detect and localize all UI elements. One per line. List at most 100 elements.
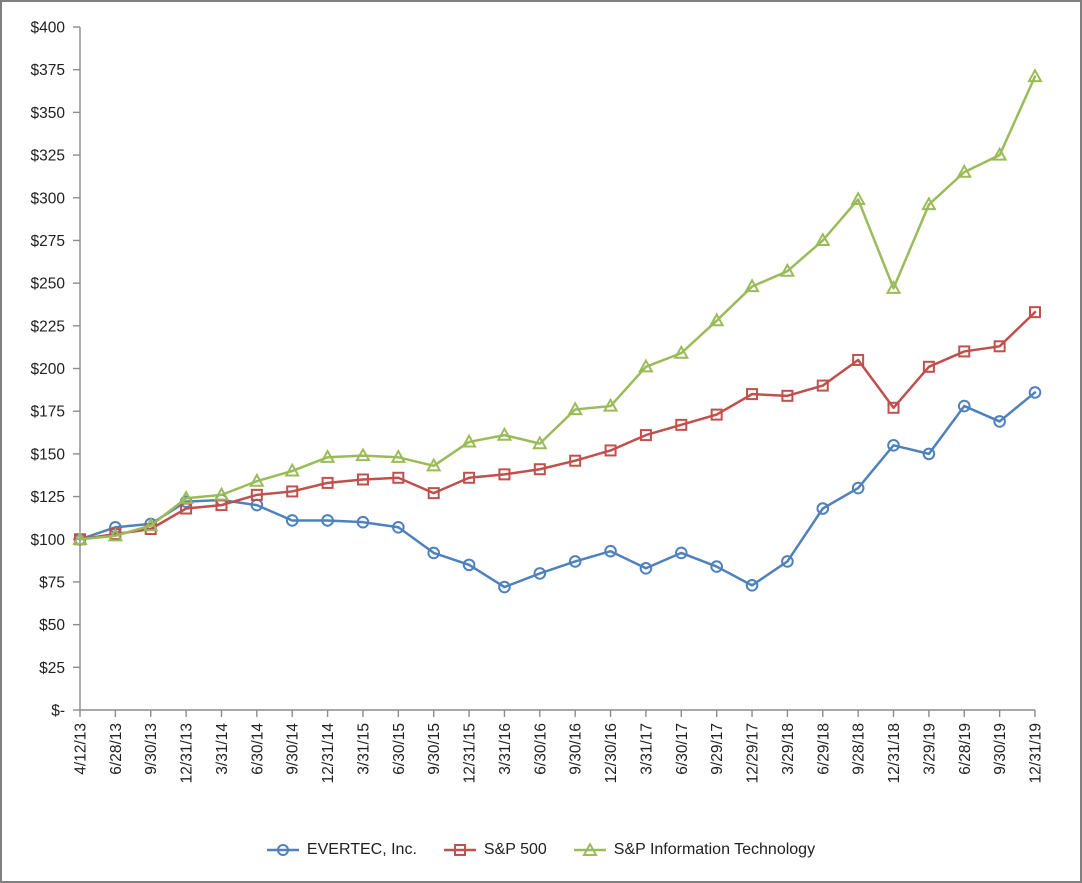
- data-point-marker: [107, 527, 124, 542]
- data-point-marker: [319, 449, 336, 463]
- data-point-marker: [1028, 386, 1042, 399]
- data-point-marker: [213, 486, 230, 501]
- legend-label-evertec: EVERTEC, Inc.: [306, 841, 417, 858]
- data-point-marker: [1029, 306, 1041, 319]
- data-point-marker: [710, 560, 723, 573]
- data-point-marker: [850, 191, 866, 206]
- data-point-marker: [745, 579, 759, 592]
- data-point-marker: [427, 546, 441, 560]
- data-point-marker: [321, 476, 334, 489]
- y-axis-label: $225: [31, 318, 65, 335]
- x-axis-label: 3/29/19: [921, 723, 938, 775]
- data-point-marker: [710, 408, 723, 421]
- y-axis-label: $350: [31, 105, 66, 122]
- data-point-marker: [356, 515, 370, 529]
- data-point-marker: [533, 567, 547, 580]
- data-point-marker: [426, 457, 442, 472]
- legend-item-sp-it: S&P Information Technology: [573, 841, 816, 859]
- x-axis-label: 12/30/16: [603, 723, 620, 783]
- x-axis-label: 3/31/17: [638, 723, 655, 775]
- x-axis-label: 9/30/14: [285, 723, 302, 775]
- y-axis-label: $250: [31, 276, 66, 293]
- x-axis-label: 9/28/18: [851, 723, 868, 775]
- y-axis-label: $300: [31, 190, 66, 207]
- data-point-marker: [815, 232, 831, 247]
- legend-label-sp-it: S&P Information Technology: [613, 841, 816, 858]
- x-axis-label: 12/31/14: [320, 723, 337, 784]
- x-axis-label: 12/29/17: [745, 723, 762, 783]
- x-axis-label: 9/30/16: [568, 723, 585, 775]
- data-point-marker: [922, 447, 936, 461]
- data-point-marker: [639, 429, 652, 442]
- y-axis-label: $400: [31, 20, 66, 37]
- data-point-marker: [461, 433, 477, 448]
- data-point-marker: [392, 471, 405, 484]
- x-axis-label: 9/29/17: [709, 723, 726, 775]
- data-point-marker: [781, 555, 794, 568]
- data-point-marker: [779, 262, 796, 277]
- data-point-marker: [922, 360, 935, 373]
- data-point-marker: [533, 463, 546, 476]
- y-axis-label: $175: [31, 404, 65, 421]
- sp500-series-marker-icon: [443, 844, 476, 856]
- y-axis-label: $325: [31, 148, 65, 165]
- data-point-marker: [675, 418, 688, 431]
- y-axis-label: $375: [31, 62, 65, 79]
- data-point-marker: [993, 415, 1006, 428]
- x-axis-label: 6/30/15: [391, 723, 408, 775]
- data-point-marker: [708, 312, 725, 327]
- y-axis-label: $50: [39, 617, 65, 634]
- data-point-marker: [887, 401, 900, 414]
- series-line-1: [78, 310, 1037, 541]
- x-axis-label: 6/30/16: [532, 723, 549, 775]
- x-axis-label: 4/12/13: [73, 723, 90, 775]
- data-point-marker: [356, 473, 369, 486]
- data-point-marker: [462, 558, 476, 572]
- x-axis-label: 3/31/15: [355, 723, 372, 775]
- data-point-marker: [427, 487, 440, 500]
- data-point-marker: [958, 345, 971, 358]
- data-point-marker: [816, 379, 829, 392]
- sp-it-series-marker-icon: [573, 843, 606, 856]
- data-point-marker: [887, 439, 900, 452]
- data-point-marker: [355, 447, 371, 462]
- data-point-marker: [921, 196, 937, 211]
- data-point-marker: [286, 485, 299, 498]
- y-axis-label: $100: [31, 532, 66, 549]
- x-axis-label: 6/30/14: [249, 723, 266, 775]
- x-axis-label: 6/30/17: [674, 723, 691, 775]
- x-axis-label: 6/29/18: [815, 723, 832, 775]
- x-axis-label: 6/28/19: [957, 723, 974, 775]
- data-point-marker: [744, 278, 760, 293]
- data-point-marker: [639, 561, 653, 575]
- data-point-marker: [250, 488, 263, 501]
- legend-item-evertec: EVERTEC, Inc.: [266, 841, 417, 859]
- legend-item-sp500: S&P 500: [443, 841, 547, 859]
- data-point-marker: [143, 517, 159, 532]
- x-axis-label: 12/31/13: [179, 723, 196, 783]
- series-line-0: [78, 391, 1037, 589]
- data-point-marker: [390, 449, 407, 463]
- data-point-marker: [72, 530, 88, 545]
- x-axis-label: 9/30/13: [143, 723, 160, 775]
- data-point-marker: [498, 580, 511, 594]
- x-axis-label: 12/31/18: [886, 723, 903, 783]
- data-point-marker: [852, 353, 865, 366]
- y-axis-label: $125: [31, 489, 65, 506]
- data-point-marker: [816, 502, 830, 515]
- data-point-marker: [746, 388, 759, 401]
- y-axis-label: $150: [31, 446, 66, 463]
- data-point-marker: [109, 520, 122, 534]
- data-point-marker: [249, 472, 265, 487]
- data-point-marker: [604, 544, 617, 558]
- legend-label-sp500: S&P 500: [483, 841, 547, 858]
- evertec-series-marker-icon: [266, 844, 299, 856]
- y-axis-label: $-: [51, 703, 65, 720]
- x-axis-label: 3/31/16: [497, 723, 514, 775]
- data-point-marker: [178, 490, 194, 504]
- data-point-marker: [498, 468, 511, 481]
- x-axis-label: 3/31/14: [214, 723, 231, 775]
- data-point-marker: [392, 520, 405, 534]
- data-point-marker: [284, 462, 300, 477]
